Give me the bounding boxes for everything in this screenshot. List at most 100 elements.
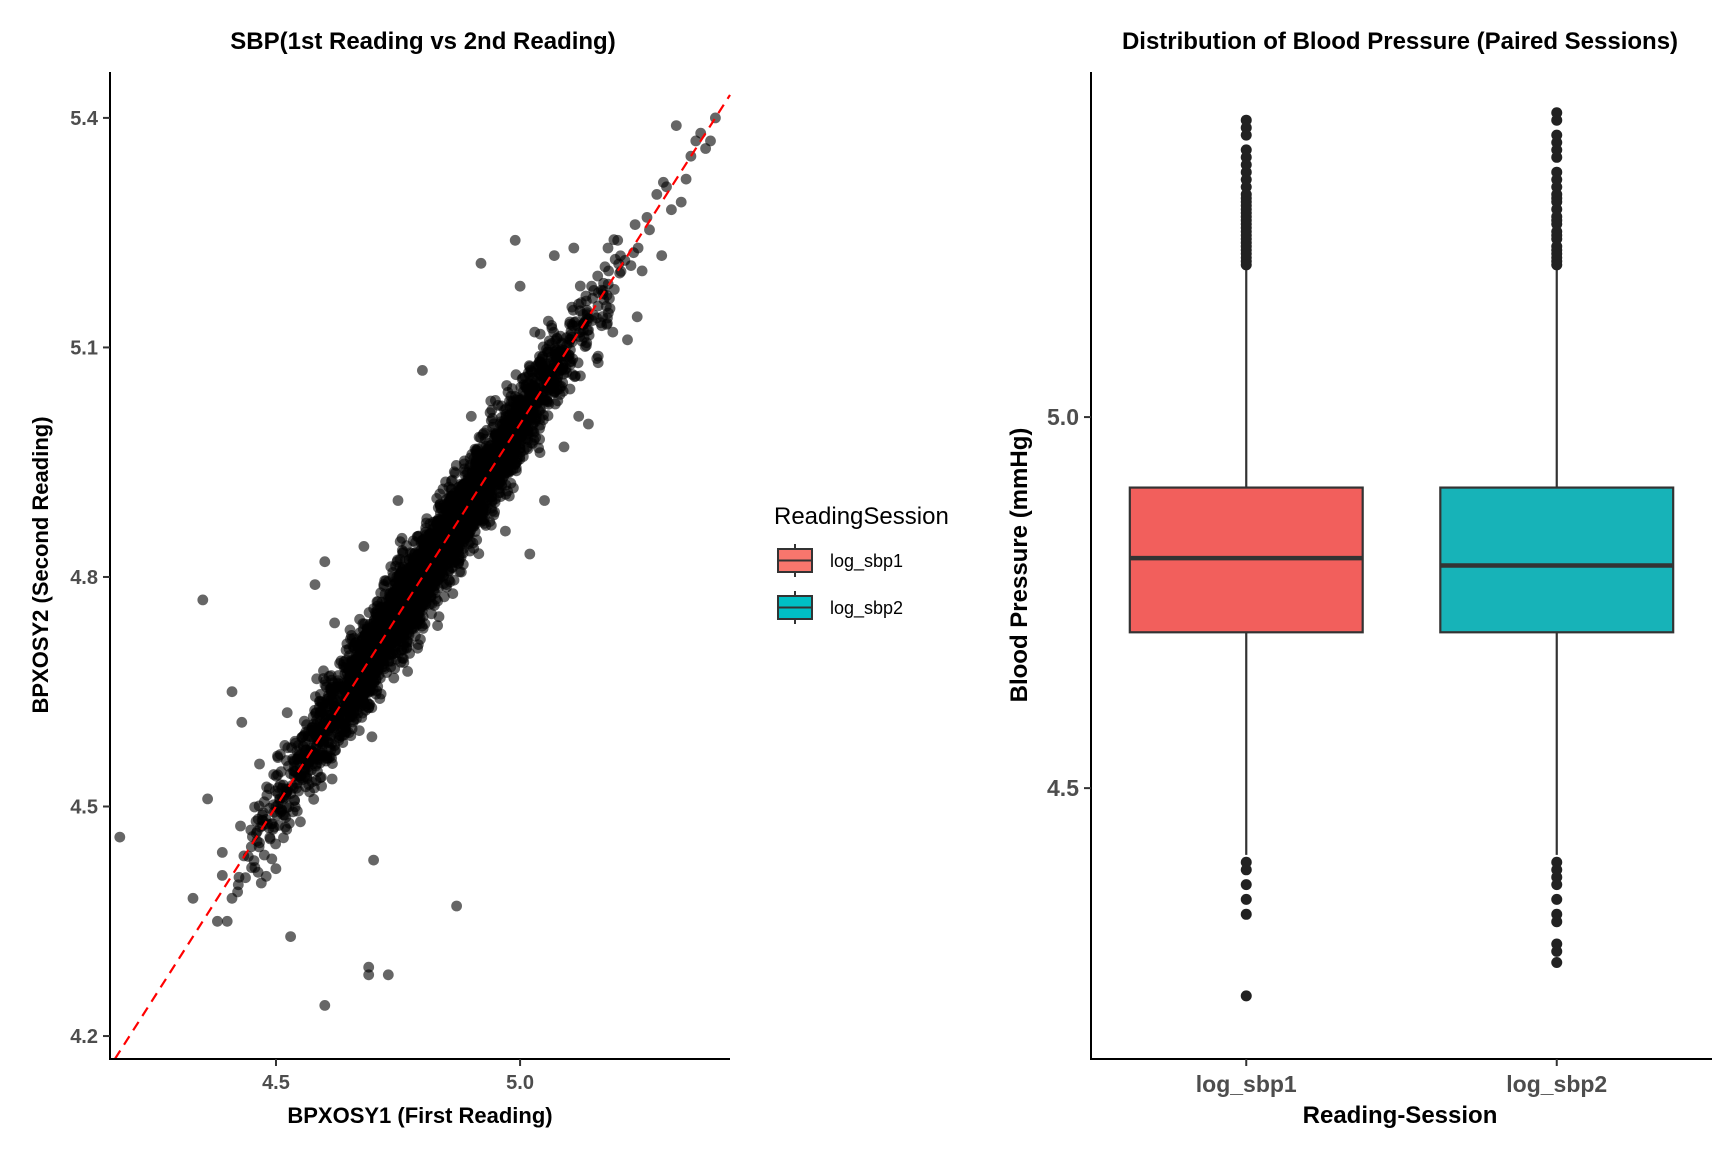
scatter-point [202,793,214,805]
scatter-point [379,575,391,586]
scatter-point [537,341,549,353]
scatter-point [348,693,360,705]
box-y-label: Blood Pressure (mmHg) [1006,428,1033,703]
scatter-point [260,814,272,825]
scatter-point [401,642,413,654]
box-outlier [1551,259,1563,271]
scatter-point [454,529,465,541]
scatter-point [483,485,495,497]
box-outlier [1551,879,1563,891]
scatter-point [568,242,580,254]
scatter-point [574,305,586,317]
box-ticks: 4.5 5.0 log_sbp1 log_sbp2 [1047,404,1607,1097]
scatter-point [636,265,648,277]
scatter-point [221,915,233,927]
scatter-point [478,456,489,468]
scatter-point [512,408,524,419]
scatter-point [675,196,687,208]
scatter-point [285,931,296,942]
box-body [1439,486,1675,634]
scatter-point [564,318,575,330]
scatter-point [511,465,522,477]
scatter-point [471,485,482,496]
scatter-point [353,682,365,694]
scatter-point [651,189,663,200]
scatter-point [382,969,394,981]
scatter-point [534,447,546,458]
scatter-point [425,591,437,603]
scatter-point [564,356,576,367]
scatter-point [235,820,246,832]
scatter-point [292,740,304,751]
x-tick-label: 5.0 [506,1072,534,1094]
y-tick-label: 4.5 [70,797,98,819]
scatter-point [283,760,294,772]
scatter-point [382,631,394,643]
scatter-point [363,961,375,973]
scatter-point [615,250,626,262]
scatter-point [539,495,550,506]
scatter-point [254,837,265,849]
scatter-point [398,628,409,639]
scatter-point [311,718,323,729]
box-x-label: Reading-Session [1303,1102,1498,1129]
scatter-point [614,267,626,279]
scatter-point [458,458,470,470]
scatter-point [411,531,423,542]
scatter-point [477,429,489,440]
scatter-point [538,409,549,421]
scatter-point [574,280,586,292]
scatter-point [255,877,267,889]
scatter-point [412,642,423,654]
scatter-point [270,838,281,850]
scatter-point [506,383,518,395]
scatter-point [340,654,352,666]
scatter-point [343,703,354,715]
box-outlier [1551,893,1563,905]
scatter-point [363,645,375,657]
legend: ReadingSession log_sbp1 log_sbp2 [774,503,949,624]
scatter-point [438,591,450,603]
scatter-point [515,394,526,406]
scatter-point [353,725,365,736]
scatter-point [579,341,591,352]
scatter-point [524,548,536,560]
scatter-point [592,357,604,369]
scatter-point [270,863,282,875]
scatter-point [390,653,402,665]
scatter-point [323,692,335,704]
reference-line [113,94,731,1060]
scatter-point [607,326,619,338]
scatter-point [454,507,466,519]
legend-title: ReadingSession [774,503,949,530]
scatter-point [685,150,697,162]
scatter-point [382,606,394,617]
scatter-point [363,969,375,981]
scatter-point [236,716,248,728]
scatter-point [363,702,374,714]
scatter-point [245,841,257,853]
scatter-point [293,749,305,760]
scatter-point [565,329,576,341]
scatter-point [328,722,339,734]
scatter-point [599,261,611,273]
scatter-point [278,832,289,844]
scatter-point [284,817,295,829]
scatter-point [319,1000,331,1011]
scatter-point [670,120,682,131]
scatter-point [500,525,511,537]
box-outlier [1240,990,1252,1002]
scatter-point [270,770,282,782]
scatter-point [580,290,592,302]
scatter-point [509,234,521,246]
scatter-point [394,610,406,622]
x-tick-label: 4.5 [262,1072,290,1094]
scatter-point [319,556,331,568]
scatter-point [592,270,604,282]
scatter-point [392,495,404,506]
scatter-point [464,545,476,557]
scatter-point [434,498,446,510]
scatter-point [503,448,514,459]
scatter-point [661,181,672,193]
x-tick-label: log_sbp2 [1506,1071,1607,1097]
